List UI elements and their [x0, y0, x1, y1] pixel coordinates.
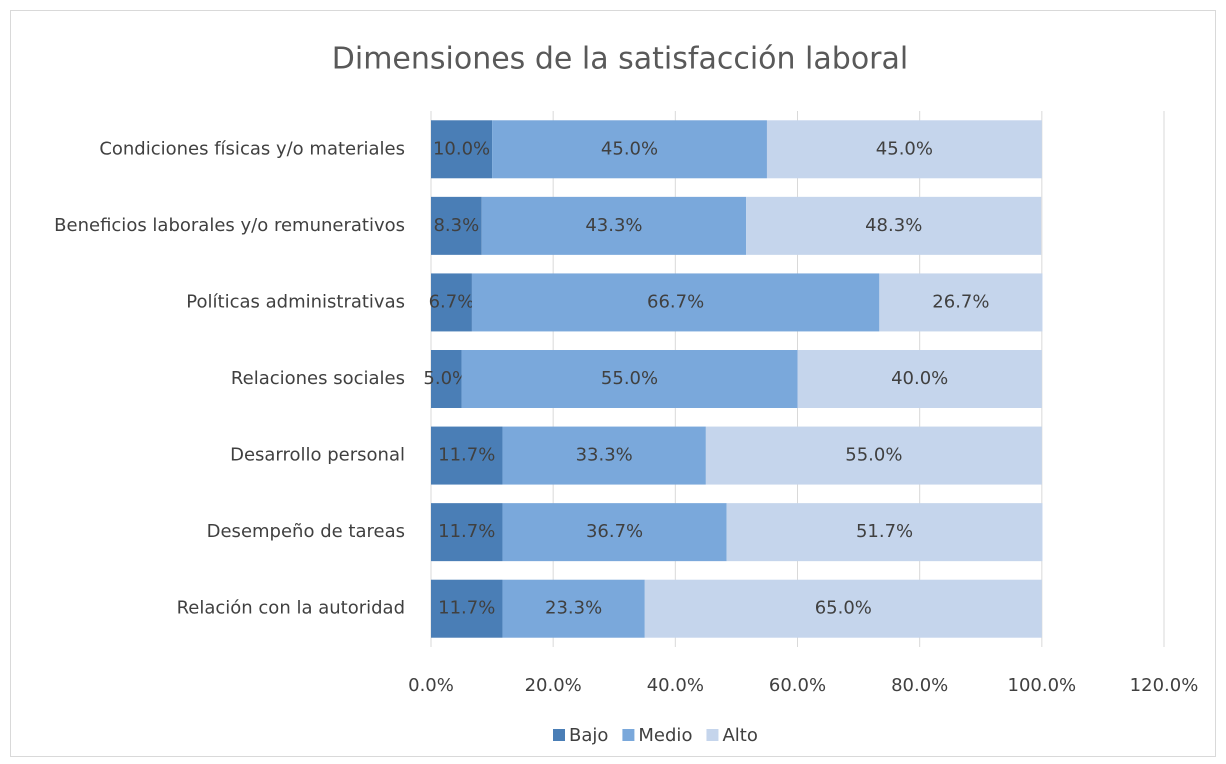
data-label: 8.3% [433, 215, 479, 236]
legend-label: Bajo [569, 725, 608, 746]
data-label: 51.7% [856, 521, 913, 542]
bar-segment [481, 196, 747, 255]
data-label: 23.3% [545, 598, 602, 619]
data-label: 40.0% [891, 368, 948, 389]
data-label: 43.3% [585, 215, 642, 236]
y-tick-label: Beneficios laborales y/o remunerativos [54, 215, 405, 236]
x-tick-label: 20.0% [525, 675, 582, 696]
bar-segment [726, 503, 1043, 562]
data-label: 11.7% [438, 521, 495, 542]
data-label: 36.7% [586, 521, 643, 542]
data-label: 11.7% [438, 598, 495, 619]
bar-segment [766, 120, 1042, 179]
x-tick-label: 60.0% [769, 675, 826, 696]
data-label: 66.7% [647, 291, 704, 312]
data-label: 10.0% [433, 138, 490, 159]
y-tick-label: Condiciones físicas y/o materiales [99, 138, 405, 159]
data-label: 65.0% [815, 598, 872, 619]
y-tick-label: Relación con la autoridad [177, 598, 405, 619]
legend-label: Medio [638, 725, 692, 746]
bar-segment [644, 579, 1042, 638]
x-tick-label: 40.0% [647, 675, 704, 696]
bar-segment [502, 579, 645, 638]
bar-segment [431, 350, 462, 408]
bar-segment [746, 196, 1042, 255]
legend-swatch [553, 729, 565, 741]
data-label: 45.0% [601, 138, 658, 159]
bar-segment [797, 350, 1042, 408]
data-label: 48.3% [865, 215, 922, 236]
bar-segment [431, 503, 503, 562]
bar-segment [431, 273, 472, 332]
data-label: 55.0% [845, 445, 902, 466]
bar-segment [431, 426, 503, 485]
bar-segment [502, 426, 706, 485]
bar-segment [705, 426, 1042, 485]
bar-segment [431, 579, 503, 638]
x-tick-label: 120.0% [1130, 675, 1199, 696]
data-label: 45.0% [876, 138, 933, 159]
legend-swatch [706, 729, 719, 741]
bar-segment [492, 120, 767, 179]
x-tick-label: 80.0% [891, 675, 948, 696]
y-tick-label: Desarrollo personal [230, 445, 405, 466]
bar-segment [471, 273, 880, 332]
bar-segment [461, 350, 798, 408]
x-tick-label: 100.0% [1008, 675, 1077, 696]
chart-title: Dimensiones de la satisfacción laboral [332, 42, 908, 77]
data-label: 55.0% [601, 368, 658, 389]
legend-label: Alto [722, 725, 757, 746]
legend-swatch [622, 729, 635, 741]
data-label: 11.7% [438, 445, 495, 466]
x-tick-label: 0.0% [408, 675, 454, 696]
y-tick-label: Relaciones sociales [231, 368, 405, 389]
data-label: 33.3% [576, 445, 633, 466]
data-label: 6.7% [429, 291, 475, 312]
data-label: 26.7% [932, 291, 989, 312]
bar-segment [431, 196, 482, 255]
bar-segment [879, 273, 1043, 332]
data-label: 5.0% [423, 368, 469, 389]
y-tick-label: Políticas administrativas [186, 291, 405, 312]
y-tick-label: Desempeño de tareas [207, 521, 405, 542]
bar-segment [431, 120, 493, 179]
bar-segment [502, 503, 727, 562]
